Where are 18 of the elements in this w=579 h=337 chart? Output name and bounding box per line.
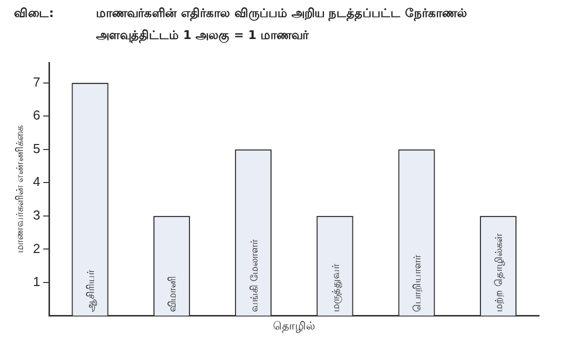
y-tick-label: 2	[32, 240, 40, 256]
y-tick-label: 3	[32, 208, 40, 223]
y-tick-label: 4	[32, 174, 40, 190]
text: விடை:	[14, 6, 54, 21]
y-tick-label: 7	[32, 74, 40, 90]
chart-subtitle: அளவுத்திட்டம் 1 அலகு = 1 மாணவர்	[96, 28, 309, 43]
x-tick-label: மற்ற தொழில்கள்	[494, 234, 506, 312]
x-tick-label: பொறியாளர்	[412, 254, 424, 312]
x-tick-label: விமானி	[168, 276, 179, 312]
y-tick-label: 6	[32, 108, 40, 123]
chart-title: மாணவர்களின் எதிர்கால விருப்பம் அறிய நடத்தப்பட்ட நேர்காணல்	[96, 6, 467, 21]
y-tick-label: 5	[32, 140, 40, 156]
y-axis-title: மாணவர்களின் எண்ணிக்கை	[14, 125, 26, 254]
x-tick-label: ஆசிரியர்	[86, 268, 98, 312]
y-tick-label: 1	[32, 274, 40, 290]
x-tick-label: வங்கி மேலாளர்	[249, 238, 260, 312]
x-tick-label: மருத்துவர்	[330, 262, 342, 312]
x-axis-title: தொழில்	[273, 320, 316, 332]
